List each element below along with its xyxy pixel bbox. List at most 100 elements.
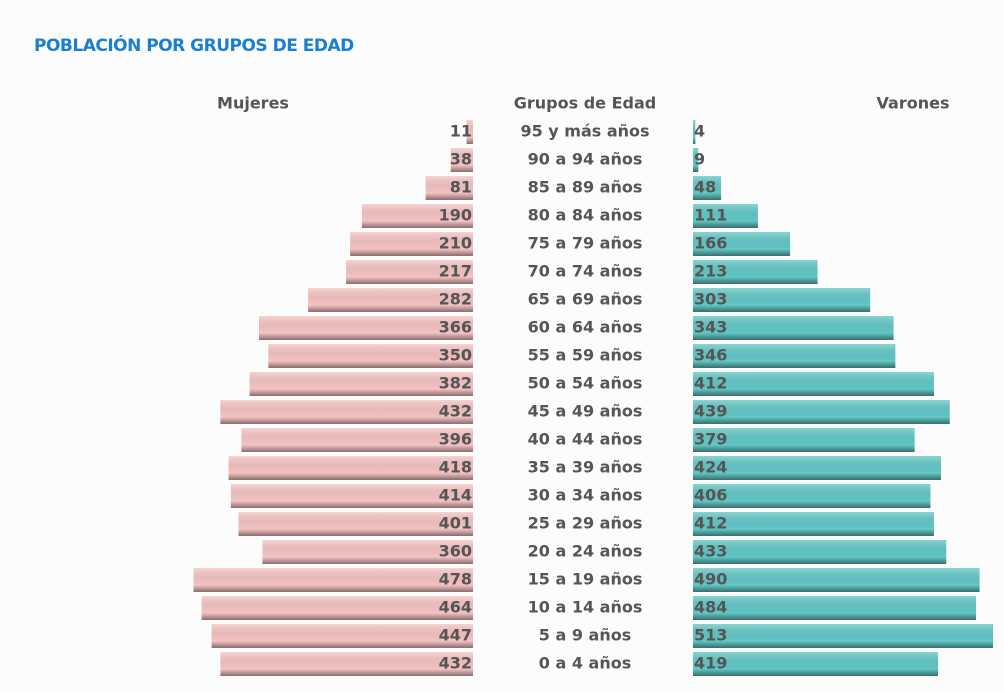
category-label: 25 a 29 años bbox=[528, 514, 643, 533]
bar-shade bbox=[193, 568, 473, 592]
value-label: 217 bbox=[439, 262, 472, 281]
category-label: 50 a 54 años bbox=[528, 374, 643, 393]
category-label: 10 a 14 años bbox=[528, 598, 643, 617]
bar-shade bbox=[693, 232, 791, 256]
category-label: 15 a 19 años bbox=[528, 570, 643, 589]
legend-entry: Varones bbox=[877, 94, 950, 113]
category-label: 70 a 74 años bbox=[528, 262, 643, 281]
value-label: 303 bbox=[694, 290, 727, 309]
bar-shade bbox=[693, 456, 941, 480]
bar-shade bbox=[249, 372, 473, 396]
category-label: 45 a 49 años bbox=[528, 402, 643, 421]
bar-shade bbox=[693, 540, 947, 564]
value-label: 490 bbox=[694, 570, 727, 589]
value-label: 439 bbox=[694, 402, 727, 421]
value-label: 412 bbox=[694, 514, 727, 533]
value-label: 190 bbox=[439, 206, 472, 225]
bar-shade bbox=[346, 260, 473, 284]
value-label: 464 bbox=[439, 598, 472, 617]
value-label: 484 bbox=[694, 598, 727, 617]
bar-shade bbox=[262, 540, 473, 564]
value-label: 406 bbox=[694, 486, 727, 505]
bar-shade bbox=[693, 344, 896, 368]
value-label: 346 bbox=[694, 346, 727, 365]
bar-shade bbox=[693, 120, 696, 144]
value-label: 513 bbox=[694, 626, 727, 645]
bar-shade bbox=[693, 372, 934, 396]
bar-shade bbox=[693, 568, 980, 592]
bar-shade bbox=[211, 624, 473, 648]
bar-shade bbox=[693, 596, 977, 620]
bar-shade bbox=[693, 484, 931, 508]
category-label: 60 a 64 años bbox=[528, 318, 643, 337]
value-label: 38 bbox=[450, 150, 472, 169]
value-label: 166 bbox=[694, 234, 727, 253]
value-label: 432 bbox=[439, 402, 472, 421]
bar-shade bbox=[308, 288, 473, 312]
category-label: 55 a 59 años bbox=[528, 346, 643, 365]
value-label: 379 bbox=[694, 430, 727, 449]
bar-shade bbox=[693, 512, 934, 536]
category-label: 30 a 34 años bbox=[528, 486, 643, 505]
value-label: 210 bbox=[439, 234, 472, 253]
value-label: 401 bbox=[439, 514, 472, 533]
category-label: 5 a 9 años bbox=[539, 626, 631, 645]
category-label: 35 a 39 años bbox=[528, 458, 643, 477]
category-label: 85 a 89 años bbox=[528, 178, 643, 197]
category-label: 65 a 69 años bbox=[528, 290, 643, 309]
bar-shade bbox=[220, 652, 473, 676]
bar-shade bbox=[220, 400, 473, 424]
bar-shade bbox=[350, 232, 473, 256]
value-label: 9 bbox=[694, 150, 705, 169]
bar-shade bbox=[230, 484, 473, 508]
bar-shade bbox=[361, 204, 473, 228]
bar-shade bbox=[693, 204, 758, 228]
category-label: 95 y más años bbox=[520, 122, 649, 141]
value-label: 11 bbox=[450, 122, 472, 141]
legend-entry: Mujeres bbox=[217, 94, 289, 113]
value-label: 382 bbox=[439, 374, 472, 393]
bar-shade bbox=[466, 120, 473, 144]
bar-shade bbox=[238, 512, 473, 536]
bar-shade bbox=[268, 344, 473, 368]
category-label: 75 a 79 años bbox=[528, 234, 643, 253]
category-label: 90 a 94 años bbox=[528, 150, 643, 169]
bar-shade bbox=[241, 428, 473, 452]
value-label: 424 bbox=[694, 458, 727, 477]
bar-shade bbox=[201, 596, 473, 620]
value-label: 414 bbox=[439, 486, 472, 505]
value-label: 343 bbox=[694, 318, 727, 337]
value-label: 432 bbox=[439, 654, 472, 673]
value-label: 366 bbox=[439, 318, 472, 337]
bar-shade bbox=[693, 288, 871, 312]
value-label: 478 bbox=[439, 570, 472, 589]
value-label: 447 bbox=[439, 626, 472, 645]
bar-shade bbox=[425, 176, 473, 200]
value-label: 48 bbox=[694, 178, 716, 197]
category-label: 20 a 24 años bbox=[528, 542, 643, 561]
value-label: 360 bbox=[439, 542, 472, 561]
bar-shade bbox=[228, 456, 473, 480]
bar-shade bbox=[258, 316, 473, 340]
category-header: Grupos de Edad bbox=[514, 94, 656, 113]
bar-shade bbox=[693, 260, 818, 284]
bar-shade bbox=[693, 624, 993, 648]
value-label: 419 bbox=[694, 654, 727, 673]
bar-shade bbox=[693, 148, 699, 172]
bar-shade bbox=[693, 316, 894, 340]
value-label: 213 bbox=[694, 262, 727, 281]
category-label: 0 a 4 años bbox=[539, 654, 631, 673]
value-label: 111 bbox=[694, 206, 727, 225]
category-label: 80 a 84 años bbox=[528, 206, 643, 225]
value-label: 396 bbox=[439, 430, 472, 449]
value-label: 81 bbox=[450, 178, 472, 197]
value-label: 412 bbox=[694, 374, 727, 393]
bar-shade bbox=[693, 652, 939, 676]
bar-shade bbox=[693, 428, 915, 452]
chart-title: POBLACIÓN POR GRUPOS DE EDAD bbox=[34, 34, 354, 56]
value-label: 282 bbox=[439, 290, 472, 309]
bar-shade bbox=[693, 176, 722, 200]
bar-shade bbox=[450, 148, 473, 172]
